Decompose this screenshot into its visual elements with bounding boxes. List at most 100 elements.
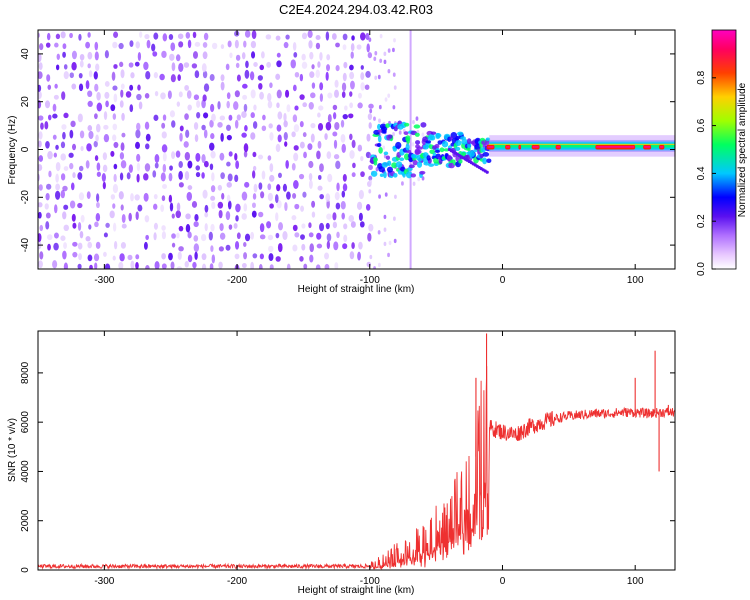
noise-speck xyxy=(301,243,306,251)
noise-speck xyxy=(196,100,201,108)
noise-speck xyxy=(130,260,135,269)
noise-speck xyxy=(201,63,207,73)
noise-speck xyxy=(292,224,298,232)
noise-speck xyxy=(209,142,215,151)
noise-speck xyxy=(60,141,66,149)
snr-y-label: SNR (10 * v/v) xyxy=(7,418,18,482)
noise-speck xyxy=(311,211,316,218)
noise-speck xyxy=(38,131,43,140)
noise-speck xyxy=(251,30,257,40)
noise-speck xyxy=(112,183,119,194)
noise-speck xyxy=(276,184,281,192)
noise-speck xyxy=(187,231,192,239)
noise-speck xyxy=(250,89,256,99)
noise-speck xyxy=(387,93,391,98)
noise-speck xyxy=(252,253,258,259)
signal-blob xyxy=(381,126,388,132)
noise-speck xyxy=(233,101,239,110)
noise-speck xyxy=(225,63,230,71)
noise-speck xyxy=(136,173,140,183)
noise-speck xyxy=(384,192,388,197)
noise-speck xyxy=(241,213,247,220)
signal-blob xyxy=(412,160,418,166)
noise-speck xyxy=(234,90,240,98)
noise-speck xyxy=(292,193,297,199)
noise-speck xyxy=(368,37,372,42)
noise-speck xyxy=(119,253,125,262)
noise-speck xyxy=(54,83,58,89)
noise-speck xyxy=(343,61,348,69)
noise-speck xyxy=(236,74,241,82)
noise-speck xyxy=(241,111,247,119)
noise-speck xyxy=(154,162,159,169)
noise-speck xyxy=(309,51,314,60)
noise-speck xyxy=(118,191,124,200)
noise-speck xyxy=(324,252,330,260)
noise-speck xyxy=(93,71,98,80)
noise-speck xyxy=(203,160,209,168)
noise-speck xyxy=(103,251,107,257)
noise-speck xyxy=(286,191,291,200)
noise-speck xyxy=(145,143,150,150)
noise-speck xyxy=(283,120,288,128)
noise-speck xyxy=(118,42,124,50)
noise-speck xyxy=(269,131,274,141)
noise-speck xyxy=(383,241,387,247)
noise-speck xyxy=(234,39,239,49)
noise-speck xyxy=(342,183,348,192)
noise-speck xyxy=(317,140,322,149)
noise-speck xyxy=(87,254,93,262)
noise-speck xyxy=(136,153,141,162)
noise-speck xyxy=(71,83,77,90)
noise-speck xyxy=(368,164,373,171)
noise-speck xyxy=(94,83,99,92)
noise-speck xyxy=(62,211,67,220)
noise-speck xyxy=(171,62,176,72)
x-tick-label: -100 xyxy=(360,275,380,286)
noise-speck xyxy=(168,252,173,261)
signal-blob xyxy=(434,143,440,149)
noise-speck xyxy=(267,100,273,109)
noise-speck xyxy=(89,264,93,269)
noise-speck xyxy=(55,144,59,150)
noise-speck xyxy=(258,182,263,190)
signal-blob xyxy=(404,122,410,127)
noise-speck xyxy=(261,170,266,180)
noise-speck xyxy=(96,102,103,112)
noise-speck xyxy=(62,131,66,140)
noise-speck xyxy=(299,120,304,128)
noise-speck xyxy=(327,173,333,183)
noise-speck xyxy=(227,40,232,48)
signal-blob xyxy=(482,152,490,157)
noise-speck xyxy=(317,112,321,118)
x-tick-label: -300 xyxy=(94,576,114,587)
noise-speck xyxy=(187,160,193,169)
noise-speck xyxy=(121,132,126,138)
signal-blob xyxy=(378,146,383,154)
noise-speck xyxy=(103,111,108,120)
noise-speck xyxy=(267,234,274,241)
noise-speck xyxy=(134,194,140,201)
noise-speck xyxy=(38,32,41,38)
noise-speck xyxy=(79,60,84,68)
noise-speck xyxy=(126,172,131,180)
signal-blob xyxy=(426,155,431,161)
noise-speck xyxy=(211,42,218,50)
noise-speck xyxy=(378,104,382,110)
noise-speck xyxy=(226,100,230,109)
noise-speck xyxy=(356,44,362,50)
signal-blob xyxy=(429,135,436,141)
noise-speck xyxy=(121,223,127,229)
noise-speck xyxy=(351,139,356,149)
signal-blob xyxy=(372,157,378,162)
noise-speck xyxy=(113,173,117,183)
noise-speck xyxy=(52,113,58,119)
noise-speck xyxy=(87,51,93,60)
noise-speck xyxy=(325,121,332,131)
noise-speck xyxy=(326,151,332,159)
noise-speck xyxy=(412,119,415,125)
band-peak xyxy=(660,146,664,148)
noise-speck xyxy=(201,172,205,179)
noise-speck xyxy=(162,152,167,162)
